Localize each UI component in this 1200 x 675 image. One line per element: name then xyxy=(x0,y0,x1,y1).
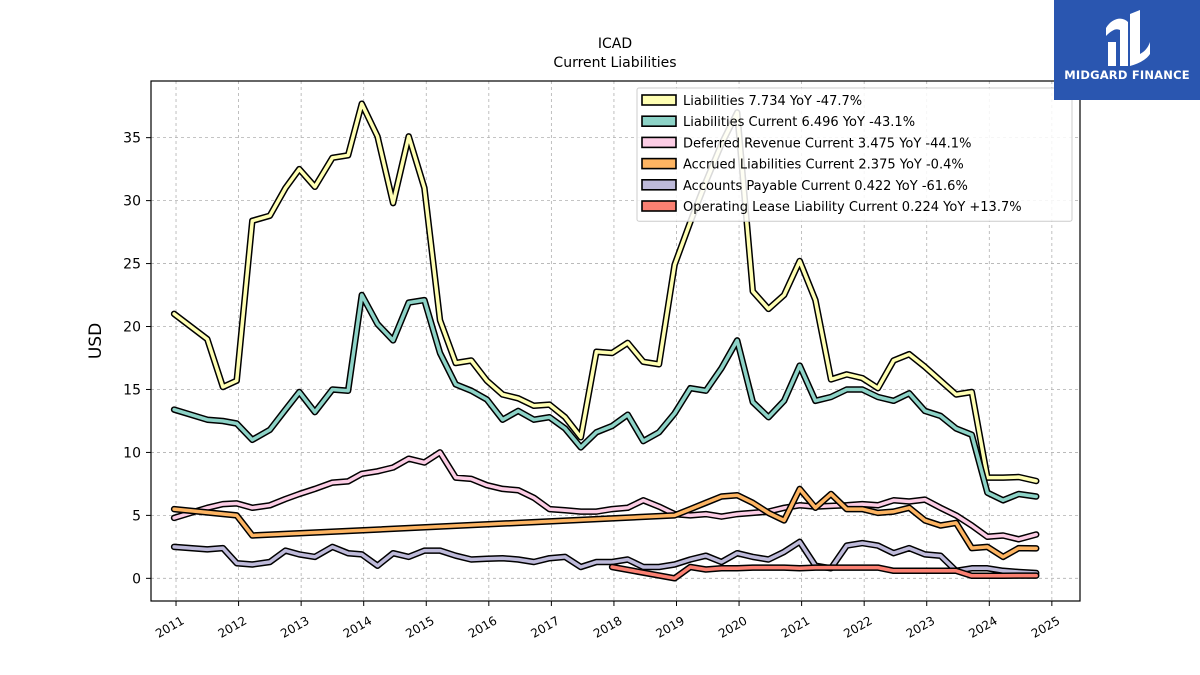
x-tick-label: 2022 xyxy=(841,613,874,640)
x-tick-label: 2024 xyxy=(966,613,999,640)
midgard-logo-icon xyxy=(1106,10,1150,66)
y-tick-label: 0 xyxy=(132,571,141,587)
x-tick-label: 2019 xyxy=(654,613,687,640)
x-tick-label: 2018 xyxy=(591,613,624,640)
x-tick-label: 2012 xyxy=(216,613,249,640)
y-tick-label: 35 xyxy=(123,131,141,147)
y-tick-label: 5 xyxy=(132,508,141,524)
legend-swatch xyxy=(641,136,677,149)
series-lines xyxy=(170,100,1040,582)
series-line-outline xyxy=(170,449,1040,543)
series-line xyxy=(610,565,1038,581)
y-tick-label: 20 xyxy=(123,320,141,336)
x-tick-label: 2015 xyxy=(403,613,436,640)
series-line xyxy=(172,540,1038,575)
series-line xyxy=(172,293,1038,503)
legend-entry: Accrued Liabilities Current 2.375 YoY -0… xyxy=(683,158,964,173)
legend-entry: Liabilities Current 6.496 YoY -43.1% xyxy=(683,115,915,130)
x-tick-label: 2023 xyxy=(904,613,937,640)
legend-swatch xyxy=(641,157,677,170)
legend-entry: Liabilities 7.734 YoY -47.7% xyxy=(683,94,862,109)
plot-frame xyxy=(150,80,1081,602)
legend-entry: Operating Lease Liability Current 0.224 … xyxy=(683,200,1022,215)
legend-entry: Accounts Payable Current 0.422 YoY -61.6… xyxy=(683,179,968,194)
chart-subtitle: Current Liabilities xyxy=(553,55,676,71)
x-tick-label: 2016 xyxy=(466,613,499,640)
brand-name: MIDGARD FINANCE xyxy=(1064,68,1190,82)
x-tick-label: 2025 xyxy=(1029,613,1062,640)
series-line xyxy=(172,450,1038,542)
legend-swatch xyxy=(641,115,677,127)
legend-swatch xyxy=(641,179,677,191)
y-tick-label: 15 xyxy=(123,382,141,398)
y-axis-label: USD xyxy=(86,323,106,359)
legend-swatch xyxy=(641,94,677,106)
legend: Liabilities 7.734 YoY -47.7% Liabilities … xyxy=(636,87,1073,222)
y-tick-label: 25 xyxy=(123,257,141,273)
x-tick-label: 2021 xyxy=(779,613,812,640)
series-line xyxy=(172,101,1038,483)
y-tick-label: 10 xyxy=(123,445,141,461)
x-tick-label: 2011 xyxy=(153,613,186,640)
x-tick-label: 2017 xyxy=(528,613,561,640)
series-line xyxy=(172,487,1038,559)
chart-title: ICAD xyxy=(598,36,632,52)
legend-box xyxy=(636,87,1073,222)
legend-swatch xyxy=(641,200,677,212)
brand-logo: MIDGARD FINANCE xyxy=(1054,0,1200,100)
y-tick-label: 30 xyxy=(123,194,141,210)
x-tick-label: 2020 xyxy=(716,613,749,640)
x-tick-label: 2014 xyxy=(341,613,374,640)
x-tick-label: 2013 xyxy=(278,613,311,640)
legend-entry: Deferred Revenue Current 3.475 YoY -44.1… xyxy=(683,136,971,151)
